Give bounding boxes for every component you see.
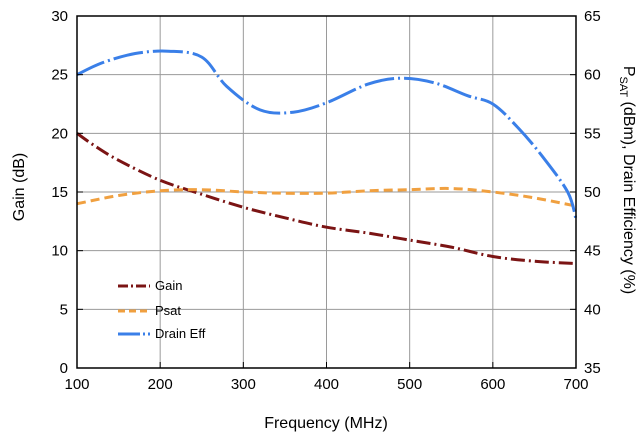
y-tick-label: 10	[51, 243, 68, 260]
series-line-gain	[76, 132, 577, 266]
y2-tick-label: 45	[584, 243, 601, 260]
y2-tick-label: 60	[584, 67, 601, 84]
y2-axis-label-main: P	[620, 66, 637, 77]
x-tick-label: 400	[314, 376, 339, 393]
legend: Gain Psat Drain Eff	[118, 278, 206, 341]
x-tick-label: 600	[480, 376, 505, 393]
legend-label-gain: Gain	[155, 278, 182, 293]
tick-labels: 100 200 300 400 500 600 700 0 5 10 15 20 25 30 35 40 45 5…	[51, 8, 600, 393]
x-axis-label: Frequency (MHz)	[264, 415, 388, 432]
y-tick-label: 20	[51, 125, 68, 142]
y2-axis-label-sub: SAT	[617, 77, 629, 98]
x-tick-label: 700	[563, 376, 588, 393]
y2-tick-label: 40	[584, 301, 601, 318]
y-tick-label: 5	[60, 301, 68, 318]
y-axis-label: Gain (dB)	[11, 153, 28, 221]
y-tick-label: 0	[60, 360, 68, 377]
y-tick-label: 25	[51, 67, 68, 84]
y-tick-label: 30	[51, 8, 68, 25]
legend-label-drain-eff: Drain Eff	[155, 326, 206, 341]
y2-axis-label-rest: (dBm), Drain Efficiency (%)	[620, 97, 637, 294]
y2-tick-label: 65	[584, 8, 601, 25]
series-layer	[76, 49, 578, 266]
x-tick-label: 500	[397, 376, 422, 393]
series-line-psat	[76, 186, 577, 208]
x-tick-label: 300	[231, 376, 256, 393]
grid	[77, 16, 576, 368]
x-tick-label: 200	[148, 376, 173, 393]
x-tick-label: 100	[64, 376, 89, 393]
legend-label-psat: Psat	[155, 303, 181, 318]
series-line-drain-eff	[76, 49, 578, 220]
y-tick-label: 15	[51, 184, 68, 201]
y2-axis-label: PSAT (dBm), Drain Efficiency (%)	[617, 66, 637, 294]
y2-tick-label: 50	[584, 184, 601, 201]
y2-tick-label: 35	[584, 360, 601, 377]
y2-tick-label: 55	[584, 125, 601, 142]
